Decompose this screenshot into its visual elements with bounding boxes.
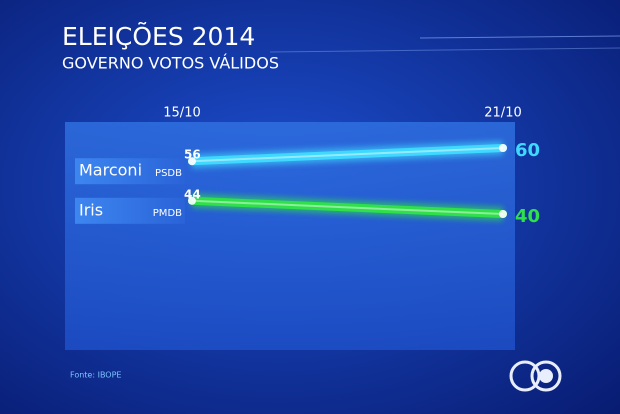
x-tick-label: 21/10 — [484, 106, 521, 121]
value-label: 56 — [184, 148, 201, 162]
x-tick-label: 15/10 — [163, 106, 200, 121]
decor-line — [269, 47, 620, 53]
value-label: 40 — [515, 206, 540, 227]
point — [188, 157, 196, 166]
legend-party: PMDB — [153, 208, 182, 219]
chart-subtitle: GOVERNO VOTOS VÁLIDOS — [62, 54, 279, 73]
series-line-core — [191, 147, 504, 163]
series-label-box — [75, 197, 185, 224]
value-label: 60 — [515, 140, 540, 161]
chart-title: ELEIÇÕES 2014 — [62, 21, 255, 51]
series-line — [188, 144, 507, 166]
series-line — [188, 196, 507, 218]
point — [499, 210, 507, 218]
series-line-core — [191, 199, 504, 215]
value-label: 44 — [184, 187, 201, 201]
point — [499, 144, 507, 152]
legend-party: PSDB — [155, 168, 182, 179]
source: Fonte: IBOPE — [70, 371, 121, 380]
logo — [509, 360, 562, 392]
series-label-box — [75, 158, 185, 185]
point — [188, 196, 196, 205]
legend-label: Marconi — [79, 161, 142, 180]
legend-label: Iris — [79, 200, 103, 219]
decor-line — [419, 35, 620, 39]
